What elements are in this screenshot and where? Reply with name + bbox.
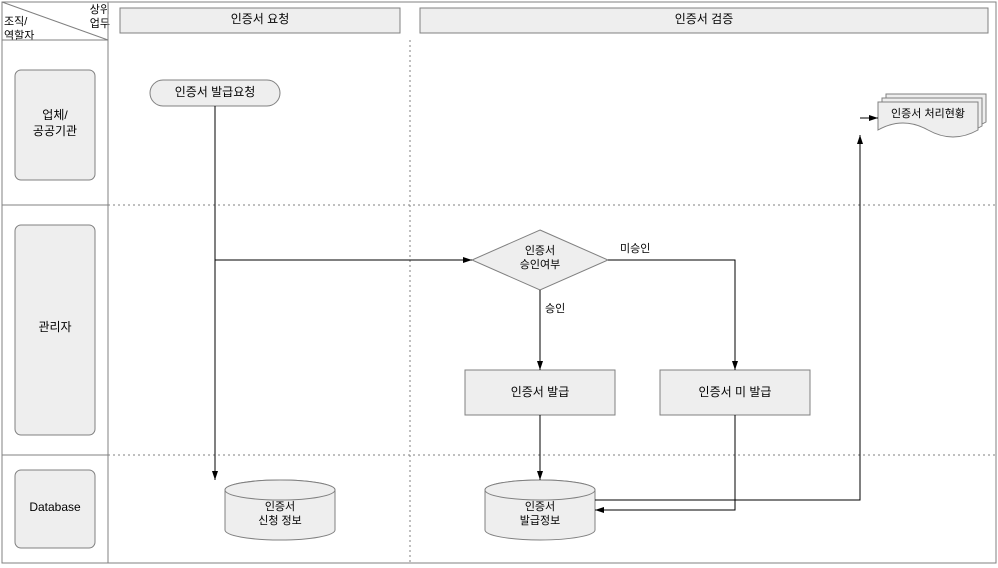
- edge-noissue-db2: [595, 415, 735, 510]
- db1-node: 인증서 신청 정보: [225, 480, 335, 540]
- decision-label: 인증서 승인여부: [490, 244, 590, 273]
- edge-db2-report: [595, 135, 860, 500]
- header-corner-cell: 상위 업무 조직/ 역할자: [2, 2, 110, 45]
- issue-label: 인증서 발급: [465, 385, 615, 401]
- decision-node: 인증서 승인여부: [472, 230, 608, 290]
- db1-label: 인증서 신청 정보: [225, 500, 335, 529]
- report-node: 인증서 처리현황: [878, 94, 986, 137]
- lane-label-2-text: 관리자: [15, 320, 95, 336]
- db2-node: 인증서 발급정보: [485, 480, 595, 540]
- start-node-label: 인증서 발급요청: [150, 85, 280, 101]
- db2-label: 인증서 발급정보: [485, 500, 595, 529]
- no-issue-label: 인증서 미 발급: [660, 385, 810, 401]
- report-label: 인증서 처리현황: [878, 107, 978, 121]
- edge-reject: [608, 260, 735, 370]
- col-header-1-label: 인증서 요청: [120, 12, 400, 28]
- reject-label: 미승인: [620, 242, 670, 256]
- edge-start-decision: [215, 106, 472, 260]
- swimlane-flowchart: 상위 업무 조직/ 역할자 인증서 요청 인증서 검증 업체/ 공공기관 관리자…: [0, 0, 998, 565]
- lane-label-1-text: 업체/ 공공기관: [15, 108, 95, 139]
- corner-top-label: 상위 업무: [55, 3, 110, 32]
- col-header-2-label: 인증서 검증: [420, 12, 988, 28]
- approve-label: 승인: [545, 302, 585, 316]
- lane-label-3-text: Database: [15, 500, 95, 516]
- corner-bottom-label: 조직/ 역할자: [4, 15, 59, 44]
